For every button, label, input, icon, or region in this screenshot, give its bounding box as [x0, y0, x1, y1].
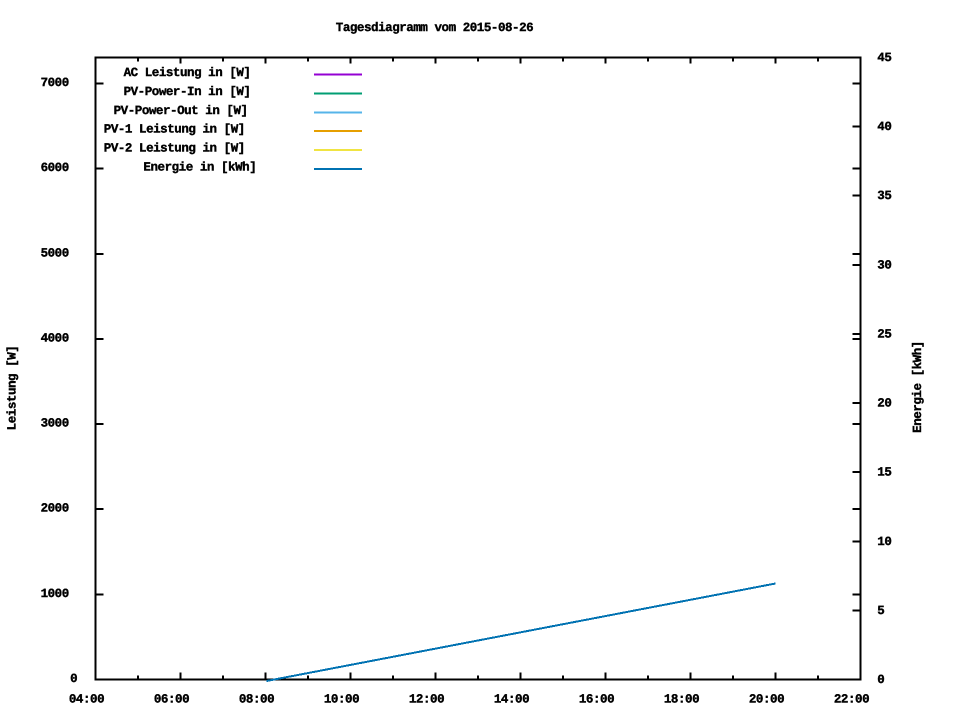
- svg-text:0: 0: [877, 673, 884, 687]
- svg-text:20:00: 20:00: [749, 693, 784, 707]
- svg-text:PV-Power-In in [W]: PV-Power-In in [W]: [124, 85, 251, 99]
- svg-text:25: 25: [877, 327, 891, 341]
- svg-text:22:00: 22:00: [834, 693, 869, 707]
- svg-text:6000: 6000: [41, 161, 69, 175]
- svg-text:PV-1 Leistung in [W]: PV-1 Leistung in [W]: [104, 123, 245, 137]
- svg-text:14:00: 14:00: [494, 693, 529, 707]
- svg-text:Leistung [W]: Leistung [W]: [6, 346, 20, 431]
- svg-text:AC Leistung in [W]: AC Leistung in [W]: [124, 66, 251, 80]
- svg-text:7000: 7000: [41, 76, 69, 90]
- svg-text:04:00: 04:00: [69, 693, 104, 707]
- svg-text:10: 10: [877, 535, 891, 549]
- svg-text:4000: 4000: [41, 331, 69, 345]
- svg-text:06:00: 06:00: [154, 693, 189, 707]
- svg-text:1000: 1000: [41, 587, 69, 601]
- svg-text:3000: 3000: [41, 417, 69, 431]
- svg-text:2000: 2000: [41, 502, 69, 516]
- svg-text:PV-Power-Out in [W]: PV-Power-Out in [W]: [114, 104, 248, 118]
- svg-text:12:00: 12:00: [409, 693, 444, 707]
- svg-text:Energie [kWh]: Energie [kWh]: [911, 341, 925, 433]
- svg-text:35: 35: [877, 189, 891, 203]
- svg-text:08:00: 08:00: [239, 693, 274, 707]
- svg-text:0: 0: [70, 672, 77, 686]
- svg-text:Energie in [kWh]: Energie in [kWh]: [143, 161, 256, 175]
- svg-text:30: 30: [877, 258, 891, 272]
- svg-text:15: 15: [877, 466, 891, 480]
- svg-text:20: 20: [877, 397, 891, 411]
- svg-text:16:00: 16:00: [579, 693, 614, 707]
- svg-text:40: 40: [877, 120, 891, 134]
- svg-text:45: 45: [877, 51, 891, 65]
- svg-text:18:00: 18:00: [664, 693, 699, 707]
- svg-text:PV-2 Leistung in [W]: PV-2 Leistung in [W]: [104, 142, 245, 156]
- svg-text:5000: 5000: [41, 246, 69, 260]
- svg-text:5: 5: [877, 604, 884, 618]
- svg-text:10:00: 10:00: [324, 693, 359, 707]
- svg-text:Tagesdiagramm vom 2015-08-26: Tagesdiagramm vom 2015-08-26: [336, 21, 533, 35]
